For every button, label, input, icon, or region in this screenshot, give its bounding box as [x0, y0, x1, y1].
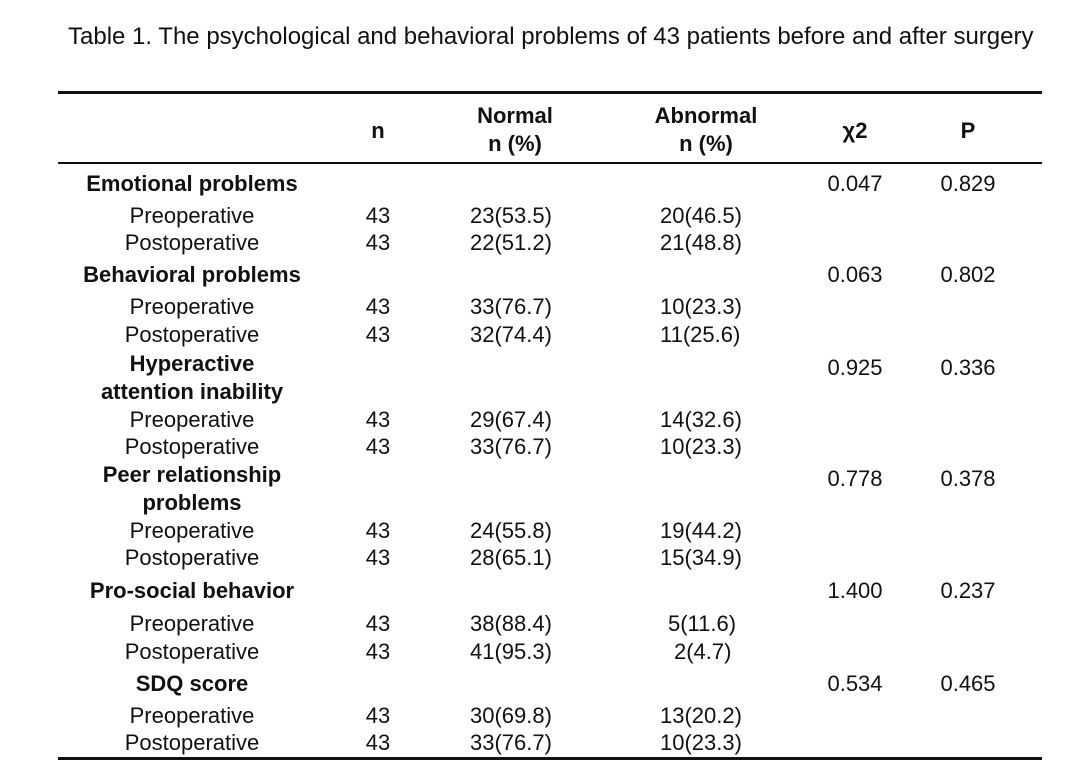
- row-normal: 24(55.8): [470, 518, 552, 543]
- row-label: Preoperative: [129, 407, 255, 432]
- group-title-peer-line1: Peer relationship: [102, 462, 282, 487]
- row-label: Preoperative: [129, 703, 255, 728]
- chi2-value: 0.047: [827, 171, 883, 196]
- chi2-value: 0.534: [827, 671, 883, 696]
- row-n: 43: [365, 703, 391, 728]
- row-n: 43: [365, 294, 391, 319]
- row-normal: 33(76.7): [470, 730, 552, 755]
- table-caption: Table 1. The psychological and behaviora…: [68, 23, 1034, 50]
- group-title-emotional: Emotional problems: [86, 171, 298, 196]
- row-label: Postoperative: [124, 322, 260, 347]
- p-value: 0.802: [940, 262, 996, 287]
- row-abnormal: 21(48.8): [660, 230, 742, 255]
- row-n: 43: [365, 230, 391, 255]
- row-n: 43: [365, 434, 391, 459]
- row-normal: 33(76.7): [470, 434, 552, 459]
- row-label: Postoperative: [124, 639, 260, 664]
- row-abnormal: 13(20.2): [660, 703, 742, 728]
- p-value: 0.378: [940, 466, 996, 491]
- row-label: Preoperative: [129, 203, 255, 228]
- header-n: n: [371, 118, 385, 143]
- header-p-value: P: [960, 118, 976, 143]
- row-label: Preoperative: [129, 518, 255, 543]
- chi2-value: 0.778: [827, 466, 883, 491]
- row-label: Preoperative: [129, 294, 255, 319]
- group-title-behavioral: Behavioral problems: [83, 262, 301, 287]
- header-abnormal-line2: n (%): [679, 131, 733, 156]
- row-normal: 30(69.8): [470, 703, 552, 728]
- row-normal: 33(76.7): [470, 294, 552, 319]
- row-label: Postoperative: [124, 230, 260, 255]
- row-n: 43: [365, 730, 391, 755]
- row-normal: 38(88.4): [470, 611, 552, 636]
- group-title-peer-line2: problems: [142, 490, 242, 515]
- header-normal-line1: Normal: [477, 103, 553, 128]
- header-abnormal: Abnormal n (%): [628, 102, 784, 158]
- table-top-rule: [58, 91, 1042, 94]
- header-chi-square: χ2: [842, 118, 868, 143]
- group-title-sdq: SDQ score: [135, 671, 249, 696]
- row-n: 43: [365, 639, 391, 664]
- row-abnormal: 20(46.5): [660, 203, 742, 228]
- row-normal: 32(74.4): [470, 322, 552, 347]
- p-value: 0.829: [940, 171, 996, 196]
- table-bottom-rule: [58, 757, 1042, 760]
- row-n: 43: [365, 407, 391, 432]
- row-abnormal: 2(4.7): [674, 639, 732, 664]
- row-label: Postoperative: [124, 730, 260, 755]
- row-normal: 23(53.5): [470, 203, 552, 228]
- row-n: 43: [365, 203, 391, 228]
- row-n: 43: [365, 611, 391, 636]
- row-abnormal: 19(44.2): [660, 518, 742, 543]
- table-header-rule: [58, 162, 1042, 164]
- row-abnormal: 14(32.6): [660, 407, 742, 432]
- row-normal: 28(65.1): [470, 545, 552, 570]
- row-n: 43: [365, 322, 391, 347]
- row-label: Preoperative: [129, 611, 255, 636]
- row-normal: 29(67.4): [470, 407, 552, 432]
- chi2-value: 0.063: [827, 262, 883, 287]
- row-abnormal: 5(11.6): [668, 611, 737, 636]
- group-title-hyperactive-line2: attention inability: [100, 379, 284, 404]
- row-abnormal: 11(25.6): [660, 322, 741, 347]
- row-n: 43: [365, 545, 391, 570]
- header-abnormal-line1: Abnormal: [654, 103, 758, 128]
- group-title-hyperactive-line1: Hyperactive: [129, 351, 255, 376]
- row-n: 43: [365, 518, 391, 543]
- chi2-value: 1.400: [827, 578, 883, 603]
- chi2-value: 0.925: [827, 355, 883, 380]
- row-abnormal: 15(34.9): [660, 545, 742, 570]
- row-abnormal: 10(23.3): [660, 434, 742, 459]
- row-abnormal: 10(23.3): [660, 730, 742, 755]
- row-normal: 41(95.3): [470, 639, 552, 664]
- p-value: 0.237: [940, 578, 996, 603]
- row-normal: 22(51.2): [470, 230, 552, 255]
- p-value: 0.465: [940, 671, 996, 696]
- header-normal: Normal n (%): [440, 102, 590, 158]
- row-label: Postoperative: [124, 545, 260, 570]
- row-abnormal: 10(23.3): [660, 294, 742, 319]
- p-value: 0.336: [940, 355, 996, 380]
- row-label: Postoperative: [124, 434, 260, 459]
- group-title-prosocial: Pro-social behavior: [89, 578, 295, 603]
- header-normal-line2: n (%): [488, 131, 542, 156]
